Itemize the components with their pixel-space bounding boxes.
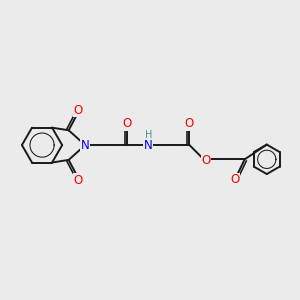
- Text: O: O: [202, 154, 211, 167]
- Text: O: O: [73, 104, 83, 117]
- Text: N: N: [81, 139, 90, 152]
- Text: O: O: [230, 173, 239, 186]
- Text: O: O: [73, 173, 83, 187]
- Text: N: N: [143, 139, 152, 152]
- Text: O: O: [185, 117, 194, 130]
- Text: H: H: [145, 130, 152, 140]
- Text: O: O: [122, 117, 131, 130]
